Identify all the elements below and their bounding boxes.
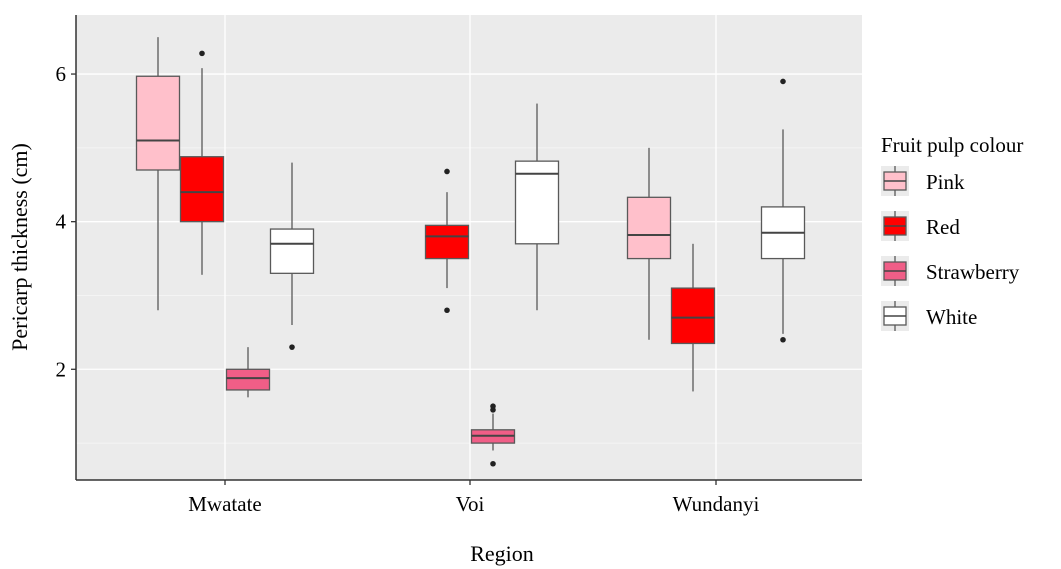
outlier-point <box>444 168 450 175</box>
box-mwatate-pink <box>135 37 181 311</box>
axis-layer <box>75 15 862 481</box>
x-tick-label: Voi <box>456 492 485 516</box>
box-iqr <box>135 75 181 171</box>
legend-item-pink: Pink <box>881 166 965 196</box>
x-tick-label: Wundanyi <box>673 492 760 516</box>
outlier-point <box>490 407 496 413</box>
box-mwatate-white <box>269 162 315 350</box>
outlier-point <box>490 460 496 467</box>
box-iqr <box>269 228 315 274</box>
outlier-point <box>780 78 786 85</box>
legend-label: Red <box>926 215 960 239</box>
box-voi-strawberry <box>470 403 516 467</box>
legend-item-strawberry: Strawberry <box>881 256 1020 286</box>
box-iqr <box>179 156 225 223</box>
legend-title: Fruit pulp colour <box>881 133 1023 157</box>
box-iqr <box>424 224 470 260</box>
y-tick-label: 2 <box>56 357 67 381</box>
box-iqr <box>626 196 672 260</box>
x-axis-title: Region <box>470 541 534 566</box>
box-mwatate-red <box>179 50 225 275</box>
box-wundanyi-pink <box>626 147 672 340</box>
outlier-point <box>289 344 295 350</box>
y-tick-label: 4 <box>56 210 67 234</box>
outlier-point <box>444 307 450 314</box>
outlier-point <box>780 336 786 343</box>
legend-label: Strawberry <box>926 260 1020 284</box>
y-axis-title: Pericarp thickness (cm) <box>7 143 32 351</box>
box-voi-white <box>514 103 560 311</box>
box-voi-red <box>424 168 470 314</box>
legend-item-red: Red <box>881 211 960 241</box>
legend-label: Pink <box>926 170 965 194</box>
legend: Pink Red Strawberry White <box>881 166 1020 331</box>
outlier-point <box>199 50 205 57</box>
legend-item-white: White <box>881 301 977 331</box>
box-iqr <box>514 160 560 245</box>
box-iqr <box>225 368 271 391</box>
grid-lines: 2 4 6 Mwatate Voi Wundanyi <box>56 15 862 516</box>
box-mwatate-strawberry <box>225 347 271 398</box>
x-tick-label: Mwatate <box>188 492 261 516</box>
box-wundanyi-red <box>670 243 716 392</box>
box-wundanyi-white <box>760 78 806 343</box>
y-tick-label: 6 <box>56 62 67 86</box>
box-iqr <box>670 287 716 345</box>
legend-label: White <box>926 305 977 329</box>
box-layer <box>135 37 806 467</box>
